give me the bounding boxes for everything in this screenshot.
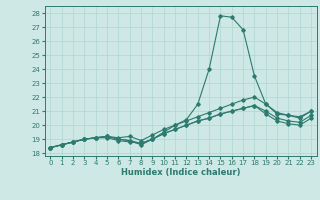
- X-axis label: Humidex (Indice chaleur): Humidex (Indice chaleur): [121, 168, 241, 177]
